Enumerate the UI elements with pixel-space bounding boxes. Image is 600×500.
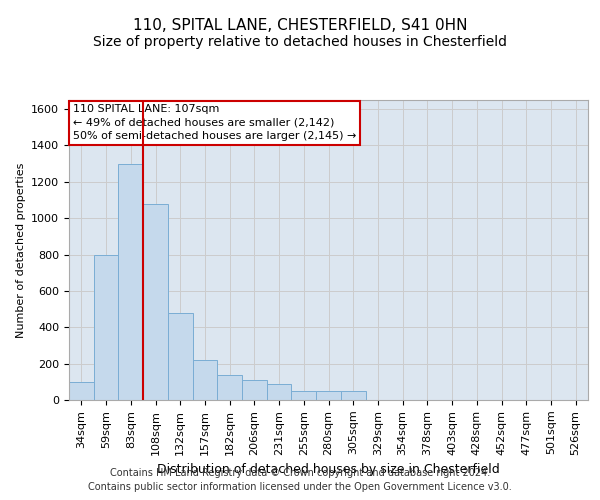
Bar [242, 380, 267, 400]
Text: 110, SPITAL LANE, CHESTERFIELD, S41 0HN: 110, SPITAL LANE, CHESTERFIELD, S41 0HN [133, 18, 467, 32]
Bar [94, 254, 118, 400]
Bar [193, 360, 217, 400]
Text: Size of property relative to detached houses in Chesterfield: Size of property relative to detached ho… [93, 35, 507, 49]
Bar [316, 391, 341, 400]
X-axis label: Distribution of detached houses by size in Chesterfield: Distribution of detached houses by size … [157, 463, 500, 476]
Bar [118, 164, 143, 400]
Y-axis label: Number of detached properties: Number of detached properties [16, 162, 26, 338]
Bar [341, 391, 365, 400]
Bar [217, 374, 242, 400]
Bar [168, 312, 193, 400]
Text: Contains HM Land Registry data © Crown copyright and database right 2024.: Contains HM Land Registry data © Crown c… [110, 468, 490, 477]
Bar [69, 382, 94, 400]
Text: 110 SPITAL LANE: 107sqm
← 49% of detached houses are smaller (2,142)
50% of semi: 110 SPITAL LANE: 107sqm ← 49% of detache… [73, 104, 356, 141]
Bar [143, 204, 168, 400]
Text: Contains public sector information licensed under the Open Government Licence v3: Contains public sector information licen… [88, 482, 512, 492]
Bar [292, 391, 316, 400]
Bar [267, 384, 292, 400]
